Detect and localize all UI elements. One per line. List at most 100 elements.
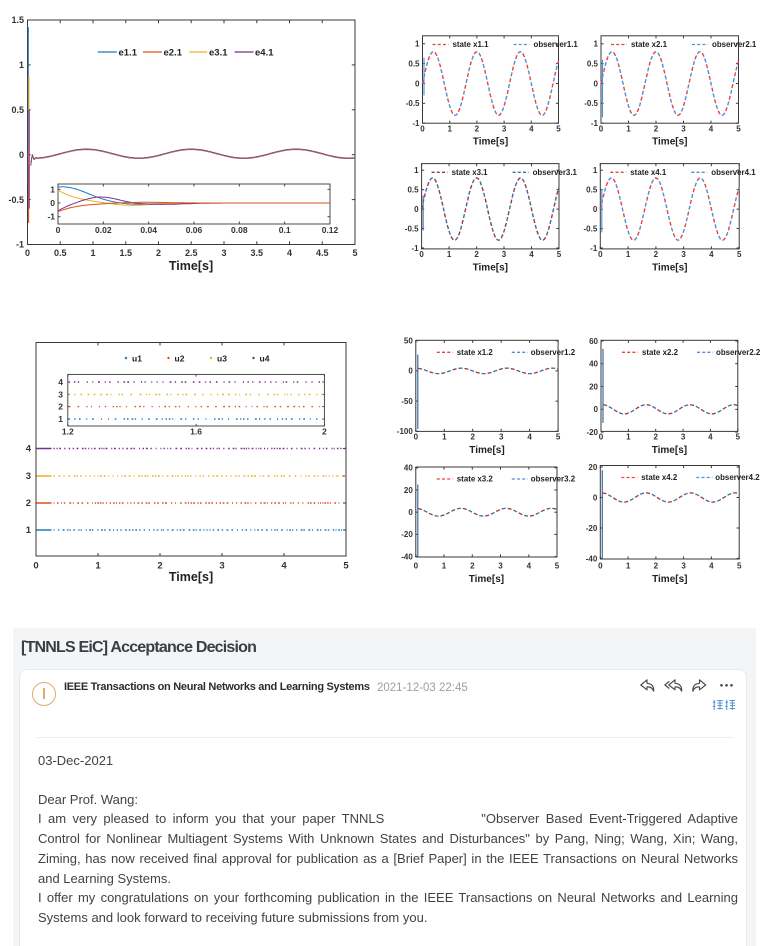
svg-text:1: 1	[447, 250, 452, 259]
svg-text:0: 0	[599, 433, 604, 442]
svg-text:1: 1	[415, 40, 420, 49]
svg-text:1: 1	[442, 433, 447, 442]
svg-text:state x4.2: state x4.2	[641, 473, 678, 482]
svg-text:0: 0	[408, 367, 413, 376]
svg-text:observer2.2: observer2.2	[716, 348, 761, 357]
svg-text:Time[s]: Time[s]	[169, 570, 213, 584]
svg-text:2.5: 2.5	[185, 248, 198, 258]
svg-text:2: 2	[58, 402, 63, 412]
svg-text:2: 2	[475, 125, 480, 134]
svg-text:1.5: 1.5	[120, 248, 133, 258]
svg-text:1.6: 1.6	[190, 427, 202, 437]
svg-text:0: 0	[593, 205, 598, 214]
svg-text:observer1.1: observer1.1	[534, 40, 579, 49]
svg-text:20: 20	[404, 486, 413, 495]
svg-text:40: 40	[589, 360, 598, 369]
svg-text:3: 3	[58, 390, 63, 400]
svg-text:0.04: 0.04	[140, 225, 157, 235]
svg-text:observer3.1: observer3.1	[533, 168, 578, 177]
svg-text:e4.1: e4.1	[255, 48, 274, 59]
svg-text:Time[s]: Time[s]	[169, 259, 213, 273]
svg-text:5: 5	[556, 125, 561, 134]
svg-text:u1: u1	[132, 353, 142, 363]
svg-text:3: 3	[681, 562, 686, 571]
svg-text:1: 1	[58, 414, 63, 424]
svg-text:-0.5: -0.5	[584, 224, 598, 233]
svg-text:0: 0	[599, 125, 604, 134]
svg-text:0.1: 0.1	[279, 225, 291, 235]
svg-text:-1: -1	[411, 244, 419, 253]
svg-text:1: 1	[626, 125, 631, 134]
svg-text:-0.5: -0.5	[406, 99, 420, 108]
svg-text:u3: u3	[217, 353, 227, 363]
svg-text:Time[s]: Time[s]	[652, 263, 687, 274]
svg-text:20: 20	[588, 463, 597, 472]
svg-text:-1: -1	[412, 119, 420, 128]
svg-text:1: 1	[90, 248, 95, 258]
svg-text:0: 0	[415, 79, 420, 88]
svg-text:2: 2	[470, 433, 475, 442]
svg-text:0: 0	[593, 493, 598, 502]
svg-text:state x4.1: state x4.1	[630, 168, 667, 177]
svg-text:2: 2	[653, 433, 658, 442]
svg-text:0.5: 0.5	[11, 105, 24, 115]
svg-text:u2: u2	[175, 353, 185, 363]
svg-text:0: 0	[420, 125, 425, 134]
svg-text:state x3.2: state x3.2	[457, 475, 494, 484]
svg-text:Time[s]: Time[s]	[652, 137, 687, 148]
svg-text:0.06: 0.06	[186, 225, 203, 235]
svg-text:-1: -1	[591, 119, 599, 128]
svg-text:-1: -1	[590, 244, 598, 253]
svg-text:-0.5: -0.5	[405, 224, 419, 233]
svg-text:-0.5: -0.5	[8, 195, 24, 205]
svg-text:4.5: 4.5	[316, 248, 329, 258]
svg-text:e1.1: e1.1	[119, 48, 138, 59]
svg-text:3: 3	[499, 433, 504, 442]
svg-text:1: 1	[442, 562, 447, 571]
svg-text:0: 0	[33, 561, 38, 572]
svg-text:20: 20	[589, 382, 598, 391]
svg-text:5: 5	[736, 433, 741, 442]
svg-text:4: 4	[58, 377, 63, 387]
svg-text:-0.5: -0.5	[584, 99, 598, 108]
svg-text:3: 3	[681, 250, 686, 259]
svg-text:1: 1	[626, 562, 631, 571]
svg-text:0: 0	[414, 433, 419, 442]
svg-text:-20: -20	[586, 524, 598, 533]
svg-text:0: 0	[598, 562, 603, 571]
svg-text:state x1.2: state x1.2	[457, 348, 494, 357]
svg-text:1: 1	[447, 125, 452, 134]
svg-text:state x3.1: state x3.1	[452, 168, 489, 177]
svg-text:3.5: 3.5	[251, 248, 264, 258]
svg-text:-40: -40	[586, 554, 598, 563]
svg-text:3: 3	[502, 250, 507, 259]
svg-text:5: 5	[557, 250, 562, 259]
svg-text:0: 0	[594, 405, 599, 414]
svg-text:3: 3	[498, 562, 503, 571]
svg-text:0: 0	[419, 250, 424, 259]
svg-text:1: 1	[50, 184, 55, 194]
svg-text:4: 4	[287, 248, 292, 258]
svg-text:Time[s]: Time[s]	[473, 137, 508, 148]
svg-text:4: 4	[709, 125, 714, 134]
svg-text:1: 1	[626, 433, 631, 442]
svg-text:observer3.2: observer3.2	[531, 475, 576, 484]
svg-text:4: 4	[529, 125, 534, 134]
svg-text:0.5: 0.5	[407, 186, 419, 195]
svg-text:observer2.1: observer2.1	[712, 40, 757, 49]
svg-text:-50: -50	[401, 397, 413, 406]
svg-text:Time[s]: Time[s]	[469, 445, 504, 456]
svg-text:2: 2	[322, 427, 327, 437]
svg-text:observer4.2: observer4.2	[715, 473, 760, 482]
svg-text:3: 3	[26, 471, 31, 482]
svg-text:2: 2	[26, 498, 31, 509]
svg-text:Time[s]: Time[s]	[473, 263, 508, 274]
svg-text:5: 5	[737, 250, 742, 259]
svg-text:e2.1: e2.1	[164, 48, 183, 59]
svg-text:0: 0	[19, 150, 24, 160]
svg-text:0.5: 0.5	[586, 186, 598, 195]
svg-text:3: 3	[219, 561, 224, 572]
svg-text:0: 0	[56, 225, 61, 235]
svg-text:4: 4	[709, 250, 714, 259]
svg-text:1: 1	[626, 250, 631, 259]
